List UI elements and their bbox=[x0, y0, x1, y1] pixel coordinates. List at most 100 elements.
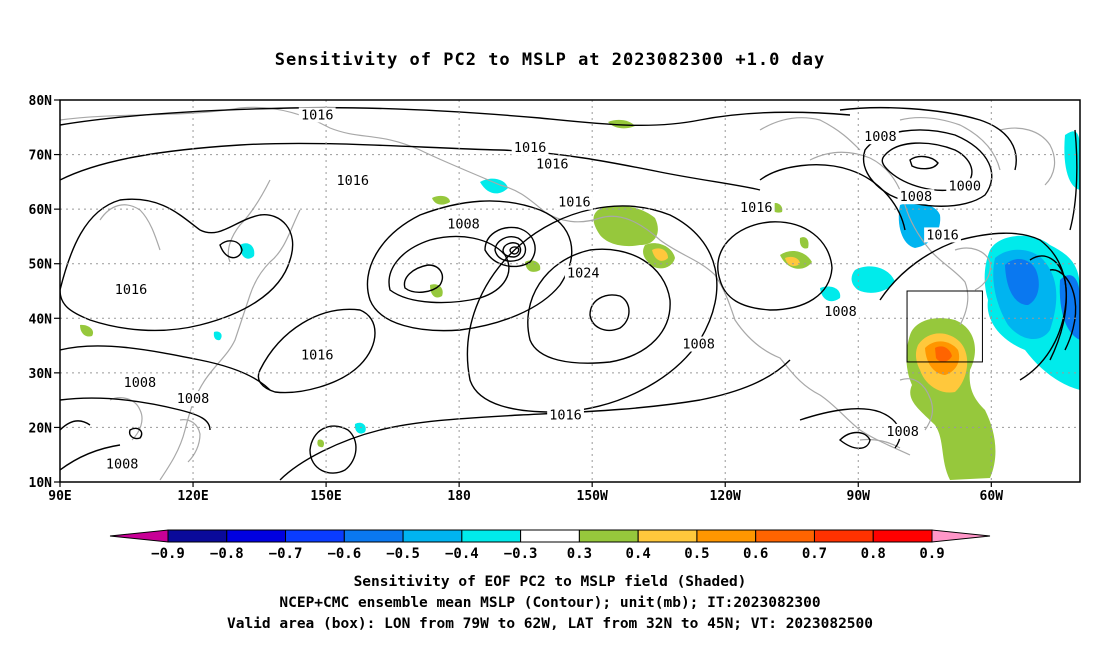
contour-label: 1008 bbox=[447, 217, 480, 233]
colorbar-segment bbox=[578, 529, 639, 543]
sensitivity-shading bbox=[80, 119, 1080, 480]
lat-tick-label: 70N bbox=[29, 149, 53, 164]
contour-label: 1008 bbox=[900, 189, 933, 205]
contour-label: 1008 bbox=[864, 129, 897, 145]
contour-label-bg bbox=[533, 156, 571, 172]
contour-label-bg bbox=[298, 347, 336, 363]
colorbar-segment bbox=[226, 529, 287, 543]
lon-tick-label: 90E bbox=[48, 489, 71, 504]
contour-label-bg bbox=[680, 336, 718, 352]
colorbar-left-arrow bbox=[109, 529, 169, 543]
colorbar-segment bbox=[461, 529, 522, 543]
contour-label: 1016 bbox=[740, 200, 773, 216]
contour-label-bg bbox=[946, 178, 984, 194]
contour-labels: 1016101610161016100810001008101610161008… bbox=[103, 107, 984, 473]
contour-label: 1008 bbox=[824, 304, 857, 320]
map-title: Sensitivity of PC2 to MSLP at 2023082300… bbox=[274, 50, 826, 70]
lat-tick-label: 10N bbox=[29, 476, 53, 491]
colorbar-segment bbox=[637, 529, 698, 543]
colorbar-segment bbox=[167, 529, 228, 543]
lon-tick-label: 90W bbox=[847, 489, 871, 504]
contour-label: 1016 bbox=[514, 140, 547, 156]
colorbar-label: −0.7 bbox=[269, 546, 303, 562]
contour-label-bg bbox=[884, 423, 922, 439]
lon-tick-label: 60W bbox=[980, 489, 1004, 504]
contour-label: 1016 bbox=[336, 173, 369, 189]
colorbar-segment bbox=[872, 529, 933, 543]
lat-tick-label: 80N bbox=[29, 94, 53, 109]
contour-label: 1016 bbox=[536, 156, 569, 172]
contour-label: 1016 bbox=[558, 195, 591, 211]
colorbar-label: 0.6 bbox=[743, 546, 768, 562]
contour-label: 1000 bbox=[948, 178, 981, 194]
contour-label-bg bbox=[121, 374, 159, 390]
caption-block: Sensitivity of EOF PC2 to MSLP field (Sh… bbox=[0, 572, 1100, 635]
contour-label: 1008 bbox=[682, 337, 715, 353]
contour-label-bg bbox=[547, 407, 584, 423]
contour-label-bg bbox=[822, 303, 859, 319]
contour-label-bg bbox=[862, 129, 899, 145]
colorbar-label: 0.4 bbox=[626, 546, 651, 562]
lat-tick-label: 30N bbox=[29, 367, 53, 382]
contour-label-bg bbox=[556, 194, 593, 210]
contour-label-bg bbox=[103, 456, 141, 472]
lat-tick-label: 60N bbox=[29, 203, 53, 218]
contour-label: 1008 bbox=[177, 391, 210, 407]
contour-label-bg bbox=[445, 216, 482, 232]
contour-label-bg bbox=[298, 107, 336, 123]
contour-label: 1016 bbox=[549, 408, 582, 424]
mslp-contours bbox=[60, 106, 1078, 481]
contour-label-bg bbox=[112, 282, 150, 297]
grid-lines bbox=[60, 100, 1080, 482]
colorbar-label: −0.6 bbox=[327, 546, 361, 562]
caption-valid-area: Valid area (box): LON from 79W to 62W, L… bbox=[226, 616, 873, 632]
colorbar-label: −0.9 bbox=[151, 546, 185, 562]
colorbar-segment bbox=[520, 529, 580, 543]
lon-tick-label: 120W bbox=[710, 489, 741, 504]
colorbar-label: 0.9 bbox=[919, 546, 944, 562]
colorbar-label: −0.8 bbox=[210, 546, 244, 562]
lon-tick-label: 150W bbox=[577, 489, 608, 504]
colorbar-segment bbox=[813, 529, 874, 543]
contour-label: 1008 bbox=[124, 375, 157, 391]
colorbar-label: −0.5 bbox=[386, 546, 420, 562]
caption-contour: NCEP+CMC ensemble mean MSLP (Contour); u… bbox=[279, 595, 821, 611]
contour-label: 1016 bbox=[926, 227, 959, 243]
valid-area-box bbox=[906, 290, 983, 363]
contour-label-bg bbox=[897, 189, 935, 205]
colorbar-label: 0.7 bbox=[802, 546, 827, 562]
plot-frame bbox=[59, 99, 1081, 483]
contour-label: 1008 bbox=[106, 457, 139, 473]
lon-tick-label: 180 bbox=[447, 489, 471, 504]
colorbar: −0.9 −0.8 −0.7 −0.6 −0.5 −0.4 −0.3 0.3 0.4 0.5 0.6… bbox=[109, 529, 991, 562]
contour-label: 1016 bbox=[115, 282, 148, 298]
lon-tick-label: 150E bbox=[310, 489, 341, 504]
lat-tick-label: 20N bbox=[29, 421, 53, 436]
contour-label: 1016 bbox=[301, 107, 334, 123]
contour-label: 1016 bbox=[301, 347, 334, 363]
colorbar-segment bbox=[343, 529, 404, 543]
colorbar-label: 0.3 bbox=[567, 546, 592, 562]
colorbar-segment bbox=[696, 529, 757, 543]
contour-label-bg bbox=[737, 200, 775, 216]
contour-label: 1008 bbox=[886, 424, 919, 440]
colorbar-label: 0.5 bbox=[684, 546, 709, 562]
contour-label-bg bbox=[174, 391, 212, 407]
colorbar-segment bbox=[285, 529, 345, 543]
colorbar-segment bbox=[402, 529, 463, 543]
contour-label: 1024 bbox=[567, 266, 600, 282]
caption-shaded: Sensitivity of EOF PC2 to MSLP field (Sh… bbox=[353, 574, 747, 590]
lon-tick-label: 120E bbox=[177, 489, 208, 504]
colorbar-label: −0.4 bbox=[445, 546, 479, 562]
lat-tick-label: 40N bbox=[29, 312, 53, 327]
colorbar-segment bbox=[755, 529, 815, 543]
lat-tick-label: 50N bbox=[29, 258, 53, 273]
contour-label-bg bbox=[511, 140, 549, 156]
contour-label-bg bbox=[924, 227, 961, 243]
colorbar-label: 0.8 bbox=[861, 546, 886, 562]
contour-label-bg bbox=[334, 172, 372, 188]
contour-label-bg bbox=[564, 265, 602, 281]
colorbar-label: −0.3 bbox=[504, 546, 538, 562]
